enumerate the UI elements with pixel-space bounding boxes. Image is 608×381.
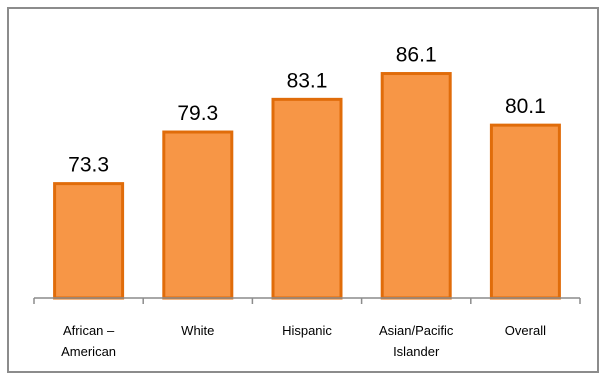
x-tick-label-4-0: Overall (505, 323, 546, 338)
bar-2 (271, 97, 343, 300)
data-label-3: 86.1 (396, 44, 437, 67)
data-labels: 73.3 79.3 83.1 86.1 80.1 (68, 44, 546, 177)
x-tick-label-3-1: Islander (393, 344, 440, 359)
data-label-2: 83.1 (287, 69, 328, 92)
x-tick-labels: African – American White Hispanic Asian/Paci… (61, 323, 546, 359)
x-tick-label-3-0: Asian/Pacific (379, 323, 454, 338)
x-axis (33, 297, 581, 304)
data-label-0: 73.3 (68, 154, 109, 177)
bars-layer (53, 72, 561, 300)
x-tick-label-2-0: Hispanic (282, 323, 332, 338)
x-tick-label-0-0: African – (63, 323, 115, 338)
bar-3 (380, 72, 452, 300)
data-label-4: 80.1 (505, 95, 546, 118)
bar-0 (53, 182, 125, 300)
x-tick-label-0-1: American (61, 344, 116, 359)
data-label-1: 79.3 (177, 102, 218, 125)
bar-1 (162, 130, 234, 300)
bar-4 (489, 123, 561, 300)
x-tick-label-1-0: White (181, 323, 214, 338)
